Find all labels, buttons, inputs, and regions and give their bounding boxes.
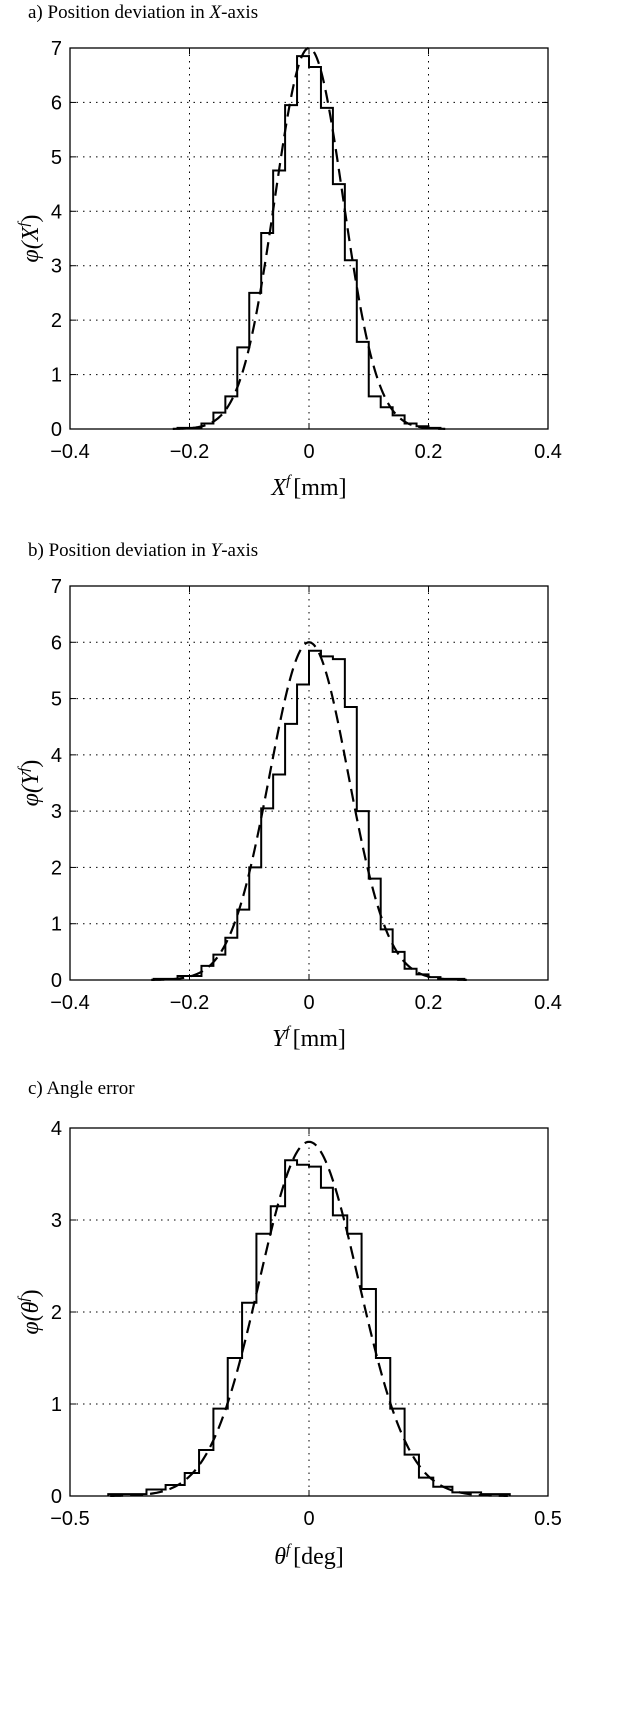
panel-a-title-var: X <box>209 2 222 23</box>
x-tick-label: 0.2 <box>415 992 443 1014</box>
x-axis-label: Yf [mm] <box>272 1024 346 1052</box>
y-tick-label: 5 <box>51 689 62 711</box>
x-tick-label: 0.5 <box>534 1508 562 1530</box>
y-tick-label: 1 <box>51 365 62 387</box>
x-tick-label: 0.2 <box>415 441 443 463</box>
y-tick-label: 7 <box>51 576 62 598</box>
panel-b-title: b) Position deviation in Y-axis <box>28 540 258 562</box>
gridlines <box>70 586 548 980</box>
gridlines <box>70 48 548 429</box>
panel-b-title-var: Y <box>210 540 222 561</box>
y-tick-label: 4 <box>51 201 62 223</box>
x-tick-label: 0 <box>303 992 314 1014</box>
chart-a-x-deviation: −0.4 −0.2 0 0.2 0.4 0 1 2 3 4 5 6 7 Xf [mm] φ(Xf) <box>16 38 562 501</box>
panel-c-title: c) Angle error <box>28 1078 135 1100</box>
panel-a-title-prefix: a) Position deviation in <box>28 2 210 23</box>
histogram-series <box>152 649 466 980</box>
panel-c-title-prefix: c) Angle error <box>28 1078 135 1099</box>
x-tick-label: −0.4 <box>50 441 89 463</box>
y-tick-label: 6 <box>51 92 62 114</box>
plot-frame <box>69 47 549 430</box>
panel-a-title: a) Position deviation in X-axis <box>28 2 258 24</box>
x-tick-label: −0.4 <box>50 992 89 1014</box>
x-tick-label: −0.5 <box>50 1508 89 1530</box>
x-tick-label: 0 <box>303 441 314 463</box>
y-tick-label: 0 <box>51 1486 62 1508</box>
y-tick-label: 1 <box>51 914 62 936</box>
normal-fit-series <box>110 1140 508 1497</box>
y-tick-label: 1 <box>51 1394 62 1416</box>
x-axis-label: θf [deg] <box>274 1542 344 1570</box>
y-axis-label: φ(Yf) <box>16 760 44 807</box>
normal-fit-series <box>172 46 446 430</box>
histogram-series <box>107 1159 511 1496</box>
y-tick-label: 4 <box>51 745 62 767</box>
chart-b-y-deviation: −0.4 −0.2 0 0.2 0.4 0 1 2 3 4 5 6 7 Yf [mm] φ(Yf) <box>16 576 562 1052</box>
x-tick-label: −0.2 <box>170 441 209 463</box>
y-tick-label: 2 <box>51 857 62 879</box>
panel-b-title-prefix: b) Position deviation in <box>28 540 211 561</box>
y-tick-label: 4 <box>51 1118 62 1140</box>
y-tick-label: 0 <box>51 419 62 441</box>
x-tick-label: 0.4 <box>534 441 562 463</box>
y-tick-label: 5 <box>51 147 62 169</box>
panel-b-title-suffix: -axis <box>221 540 259 561</box>
x-tick-label: −0.2 <box>170 992 209 1014</box>
y-tick-label: 3 <box>51 801 62 823</box>
y-tick-label: 3 <box>51 1210 62 1232</box>
gridlines <box>70 1128 548 1496</box>
y-axis-label: φ(θf) <box>16 1289 44 1334</box>
y-tick-label: 6 <box>51 632 62 654</box>
y-axis-label: φ(Xf) <box>16 214 44 262</box>
x-tick-label: 0.4 <box>534 992 562 1014</box>
y-tick-label: 7 <box>51 38 62 60</box>
histogram-series <box>176 55 442 429</box>
x-axis-label: Xf [mm] <box>270 473 346 501</box>
y-tick-label: 3 <box>51 256 62 278</box>
normal-fit-series <box>151 641 467 981</box>
panel-a-title-suffix: -axis <box>221 2 259 23</box>
x-tick-label: 0 <box>303 1508 314 1530</box>
y-tick-label: 0 <box>51 970 62 992</box>
y-tick-label: 2 <box>51 1302 62 1324</box>
y-tick-label: 2 <box>51 310 62 332</box>
